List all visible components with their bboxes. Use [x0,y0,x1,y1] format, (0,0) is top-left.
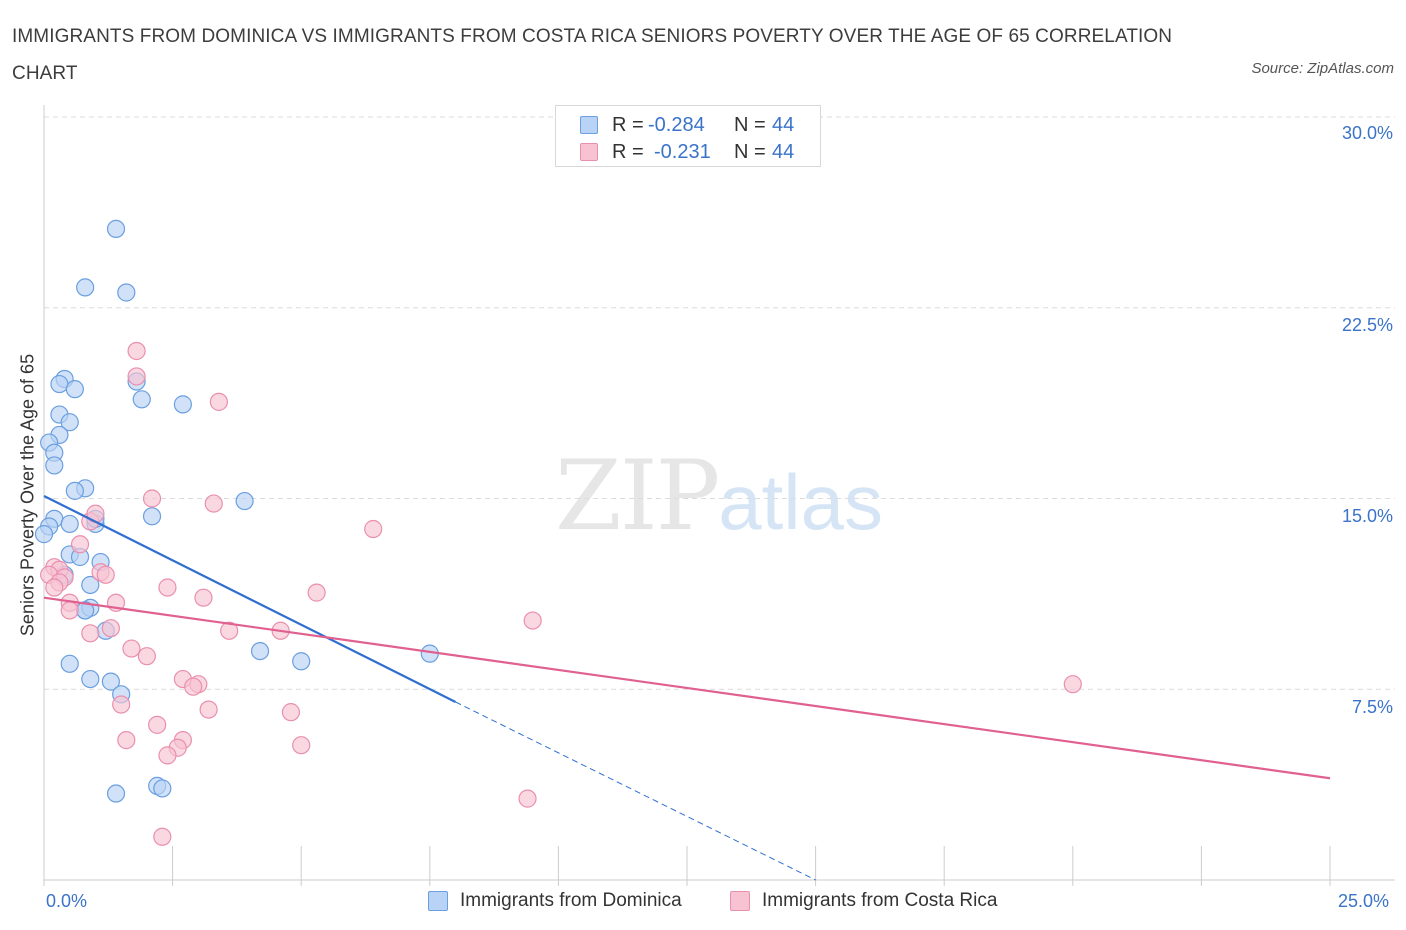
costarica-point [122,639,141,658]
costarica-point [81,624,100,643]
costarica-point [194,588,213,607]
dominica-point [235,491,254,511]
costarica-point [158,746,177,765]
dominica-point [101,672,120,691]
costarica-point [142,489,162,508]
y-axis-label: Seniors Poverty Over the Age of 65 [17,353,38,637]
correlation-legend: R = -0.284 N = 44 R = -0.231 N = 44 [555,105,821,167]
costarica-point [364,519,383,539]
costarica-point [148,715,167,734]
r-value: -0.231 [654,141,711,163]
costarica-point [112,695,131,714]
costarica-swatch [730,891,750,911]
x-tick-label: 0.0% [46,891,88,911]
dominica-swatch [428,891,448,911]
dominica-point [60,413,79,432]
costarica-point [1063,675,1082,694]
legend-label: Immigrants from Costa Rica [762,890,998,911]
costarica-point [60,601,79,620]
chart-title: IMMIGRANTS FROM DOMINICA VS IMMIGRANTS F… [12,26,1173,84]
n-label: N = [734,114,766,136]
r-label: R = [612,141,644,163]
dominica-swatch [580,116,598,134]
x-tick-label: 25.0% [1338,891,1390,911]
costarica-point [220,621,239,640]
costarica-point [199,700,218,719]
legend-label: Immigrants from Dominica [460,890,682,911]
costarica-point [204,494,223,513]
dominica-point [153,779,172,798]
costarica-point [518,789,537,808]
costarica-point [117,731,136,750]
costarica-point [45,578,64,597]
costarica-point [281,703,301,722]
dominica-point [45,456,64,475]
costarica-point [153,827,172,846]
watermark-atlas: atlas [718,458,883,546]
dominica-point [173,395,192,414]
dominica-point [81,669,100,689]
r-label: R = [612,114,644,136]
dominica-point [106,219,126,239]
y-tick-label: 15.0% [1341,506,1393,526]
costarica-point [307,583,326,602]
dominica-point [132,390,151,409]
watermark-zip: ZIP [555,440,720,552]
costarica-trend-line [43,596,1331,780]
y-tick-label: 22.5% [1341,315,1393,335]
r-value: -0.284 [648,114,705,136]
dominica-point [76,278,95,297]
source-label: Source: ZipAtlas.com [1251,60,1394,77]
costarica-point [127,341,146,361]
dominica-point [60,514,79,534]
dominica-trend-line [43,494,457,703]
watermark: ZIPatlas [555,440,883,552]
dominica-point [50,374,69,394]
costarica-swatch [580,143,598,161]
dominica-point [292,652,311,671]
costarica-point [96,565,115,584]
y-tick-label: 30.0% [1341,123,1393,143]
n-value: 44 [772,141,795,163]
costarica-point [184,677,203,696]
n-label: N = [734,141,766,163]
dominica-point [60,654,79,673]
costarica-point [158,578,177,597]
dominica-point [65,380,84,399]
dominica-point [65,481,84,500]
y-tick-label: 7.5% [1351,697,1393,717]
dominica-trend-extension [455,701,816,881]
costarica-point [101,619,120,638]
dominica-point [250,641,270,661]
dominica-point [142,507,162,526]
costarica-point [137,647,156,666]
dominica-point [106,784,126,803]
costarica-point [292,736,311,755]
dominica-point [34,525,54,544]
costarica-point [209,392,228,411]
dominica-point [117,283,136,302]
n-value: 44 [772,114,795,136]
dominica-point [81,575,100,595]
costarica-point [70,535,90,554]
costarica-point [127,367,146,386]
costarica-point [523,611,542,630]
